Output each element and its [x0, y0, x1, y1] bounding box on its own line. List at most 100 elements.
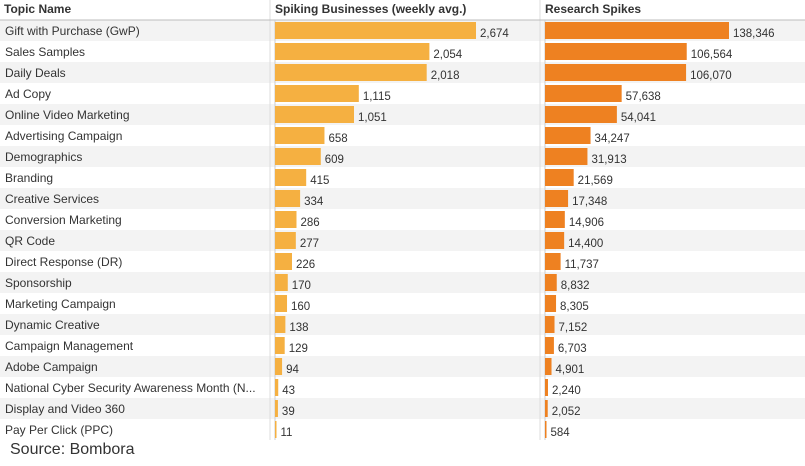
- research-spikes-bar: [545, 337, 554, 354]
- spiking-businesses-value: 1,051: [358, 112, 387, 124]
- chart-source: Source: Bombora: [10, 441, 135, 458]
- spiking-businesses-bar: [275, 43, 430, 60]
- research-spikes-bar: [545, 85, 622, 102]
- row-stripe: [0, 314, 805, 335]
- spiking-businesses-bar: [275, 169, 307, 186]
- spiking-businesses-bar: [275, 295, 288, 312]
- spiking-businesses-bar: [275, 211, 297, 228]
- research-spikes-bar: [545, 379, 548, 396]
- research-spikes-value: 14,400: [568, 238, 603, 250]
- spiking-businesses-value: 138: [289, 322, 308, 334]
- spiking-businesses-bar: [275, 64, 427, 81]
- spiking-businesses-value: 39: [282, 406, 295, 418]
- spiking-businesses-value: 43: [282, 385, 295, 397]
- spiking-businesses-bar: [275, 358, 283, 375]
- research-spikes-bar: [545, 127, 591, 144]
- research-spikes-bar: [545, 43, 687, 60]
- topic-label: Campaign Management: [5, 339, 134, 353]
- research-spikes-bar: [545, 358, 552, 375]
- research-spikes-bar: [545, 253, 561, 270]
- topic-label: Gift with Purchase (GwP): [5, 24, 140, 38]
- row-stripe: [0, 230, 805, 251]
- row-stripe: [0, 272, 805, 293]
- topic-label: Sponsorship: [5, 276, 72, 290]
- spiking-businesses-bar: [275, 85, 359, 102]
- spiking-businesses-bar: [275, 421, 277, 438]
- research-spikes-value: 6,703: [558, 343, 587, 355]
- spiking-businesses-value: 2,054: [433, 49, 462, 61]
- research-spikes-value: 7,152: [559, 322, 588, 334]
- topic-label: Demographics: [5, 150, 82, 164]
- research-spikes-value: 8,305: [560, 301, 589, 313]
- spiking-businesses-value: 286: [300, 217, 319, 229]
- topic-label: QR Code: [5, 234, 55, 248]
- research-spikes-value: 21,569: [578, 175, 613, 187]
- spiking-businesses-bar: [275, 148, 321, 165]
- spiking-businesses-value: 415: [310, 175, 329, 187]
- topic-label: National Cyber Security Awareness Month …: [5, 381, 256, 395]
- spiking-businesses-value: 2,674: [480, 28, 509, 40]
- spiking-businesses-value: 226: [296, 259, 315, 271]
- header-topic-name: Topic Name: [4, 2, 71, 16]
- research-spikes-bar: [545, 274, 557, 291]
- research-spikes-bar: [545, 295, 557, 312]
- spiking-businesses-bar: [275, 379, 279, 396]
- spiking-businesses-value: 1,115: [363, 91, 391, 103]
- research-spikes-value: 57,638: [626, 91, 661, 103]
- spiking-businesses-value: 609: [325, 154, 344, 166]
- spiking-businesses-bar: [275, 106, 355, 123]
- spiking-businesses-bar: [275, 274, 288, 291]
- topic-label: Advertising Campaign: [5, 129, 122, 143]
- research-spikes-bar: [545, 22, 729, 39]
- research-spikes-value: 31,913: [591, 154, 626, 166]
- spiking-businesses-bar: [275, 337, 285, 354]
- topic-label: Pay Per Click (PPC): [5, 423, 113, 437]
- row-stripe: [0, 356, 805, 377]
- research-spikes-value: 2,052: [552, 406, 581, 418]
- research-spikes-value: 2,240: [552, 385, 581, 397]
- spiking-businesses-value: 334: [304, 196, 324, 208]
- spiking-businesses-value: 170: [292, 280, 311, 292]
- spiking-businesses-bar: [275, 127, 325, 144]
- row-stripe: [0, 146, 805, 167]
- research-spikes-value: 14,906: [569, 217, 604, 229]
- research-spikes-bar: [545, 421, 547, 438]
- header-research-spikes: Research Spikes: [545, 2, 641, 16]
- research-spikes-value: 584: [551, 427, 571, 439]
- research-spikes-value: 54,041: [621, 112, 656, 124]
- topic-label: Adobe Campaign: [5, 360, 98, 374]
- topic-label: Marketing Campaign: [5, 297, 116, 311]
- row-stripe: [0, 188, 805, 209]
- research-spikes-value: 8,832: [561, 280, 590, 292]
- spiking-businesses-value: 160: [291, 301, 310, 313]
- topic-label: Daily Deals: [5, 66, 66, 80]
- header-spiking-businesses: Spiking Businesses (weekly avg.): [275, 2, 466, 16]
- spiking-businesses-bar: [275, 190, 301, 207]
- research-spikes-value: 106,564: [691, 49, 733, 61]
- topic-label: Ad Copy: [5, 87, 51, 101]
- research-spikes-bar: [545, 211, 565, 228]
- research-spikes-bar: [545, 169, 574, 186]
- spiking-businesses-bar: [275, 316, 286, 333]
- research-spikes-bar: [545, 190, 569, 207]
- topic-label: Sales Samples: [5, 45, 85, 59]
- spiking-businesses-bar: [275, 400, 278, 417]
- spiking-businesses-bar: [275, 22, 476, 39]
- spiking-businesses-bar: [275, 232, 296, 249]
- research-spikes-bar: [545, 316, 555, 333]
- spiking-businesses-value: 2,018: [431, 70, 460, 82]
- research-spikes-value: 4,901: [556, 364, 585, 376]
- topic-label: Conversion Marketing: [5, 213, 122, 227]
- research-spikes-value: 34,247: [595, 133, 630, 145]
- research-spikes-bar: [545, 64, 687, 81]
- spiking-businesses-value: 94: [286, 364, 299, 376]
- topic-label: Direct Response (DR): [5, 255, 122, 269]
- spiking-businesses-value: 11: [281, 427, 293, 439]
- spiking-businesses-value: 658: [328, 133, 347, 145]
- research-spikes-value: 106,070: [690, 70, 732, 82]
- topic-label: Branding: [5, 171, 53, 185]
- research-spikes-bar: [545, 106, 617, 123]
- research-spikes-bar: [545, 232, 565, 249]
- row-stripe: [0, 398, 805, 419]
- topic-label: Creative Services: [5, 192, 99, 206]
